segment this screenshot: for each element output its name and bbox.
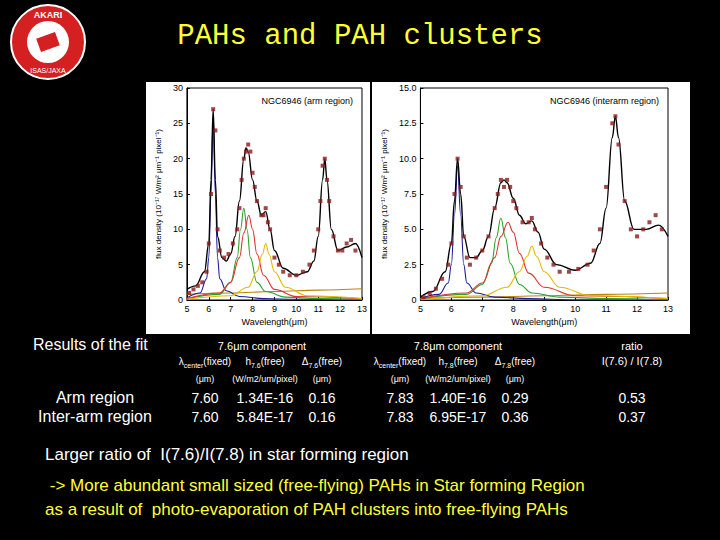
html-text:7.83: 7.83 [386, 409, 414, 425]
svg-text:10.0: 10.0 [399, 154, 417, 164]
svg-text:AKARI: AKARI [34, 10, 63, 20]
html-text:1.40E-16: 1.40E-16 [429, 390, 487, 406]
html-text:(μm): (μm) [195, 374, 215, 384]
html-text:(μm): (μm) [390, 374, 410, 384]
svg-text:9: 9 [272, 304, 277, 314]
svg-text:9: 9 [542, 304, 547, 314]
svg-text:5: 5 [184, 304, 189, 314]
svg-text:7: 7 [228, 304, 233, 314]
html-text:7.8μm component: 7.8μm component [413, 340, 503, 352]
svg-text:12.5: 12.5 [399, 118, 417, 128]
svg-text:11: 11 [601, 304, 610, 314]
html-text:λcenter(fixed): λcenter(fixed) [178, 356, 232, 369]
html-text:ratio: ratio [621, 340, 643, 352]
html-text:(W/m2/um/pixel): (W/m2/um/pixel) [232, 374, 298, 384]
svg-text:25: 25 [173, 118, 183, 128]
svg-text:NGC6946 (arm region): NGC6946 (arm region) [261, 96, 353, 106]
svg-text:13: 13 [357, 304, 367, 314]
html-text:Δ7.8(free): Δ7.8(free) [494, 356, 536, 369]
html-text:Results of the fit: Results of the fit [33, 336, 148, 353]
svg-text:0: 0 [411, 295, 416, 305]
svg-text:NGC6946 (interarm region): NGC6946 (interarm region) [550, 96, 659, 106]
svg-text:6: 6 [449, 304, 454, 314]
html-text:0.16: 0.16 [308, 409, 336, 425]
html-text:7.6μm component: 7.6μm component [217, 340, 307, 352]
html-text:(W/m2/um/pixel): (W/m2/um/pixel) [425, 374, 491, 384]
svg-text:7: 7 [480, 304, 485, 314]
html-text:Arm region: Arm region [55, 389, 135, 406]
html-text:-> More abundant small sized (: -> More abundant small sized (free-flyin… [45, 476, 585, 495]
html-text:PAHs and PAH clusters: PAHs and PAH clusters [177, 20, 543, 53]
html-text:6.95E-17: 6.95E-17 [429, 409, 487, 425]
svg-text:5.0: 5.0 [404, 224, 417, 234]
svg-text:13: 13 [663, 304, 673, 314]
html-text:0.29: 0.29 [501, 390, 529, 406]
svg-text:8: 8 [511, 304, 516, 314]
svg-text:8: 8 [250, 304, 255, 314]
svg-text:5: 5 [178, 260, 183, 270]
svg-text:10: 10 [291, 304, 301, 314]
html-text:Larger ratio of I(7.6)/I(7.8): Larger ratio of I(7.6)/I(7.8) in star fo… [45, 445, 409, 464]
html-text:(μm): (μm) [505, 374, 525, 384]
svg-text:12: 12 [335, 304, 345, 314]
html-text:5.84E-17: 5.84E-17 [236, 409, 294, 425]
html-text:Δ7.6(free): Δ7.6(free) [301, 356, 343, 369]
svg-text:12: 12 [632, 304, 642, 314]
svg-text:6: 6 [206, 304, 211, 314]
html-text:Inter-arm region: Inter-arm region [38, 408, 152, 425]
svg-text:5: 5 [418, 304, 423, 314]
svg-text:20: 20 [173, 154, 183, 164]
svg-text:15: 15 [173, 189, 183, 199]
html-text:h7.6(free): h7.6(free) [245, 356, 285, 369]
html-text:λcenter(fixed): λcenter(fixed) [373, 356, 427, 369]
html-text:0.53: 0.53 [618, 390, 646, 406]
svg-text:flux density (10⁻¹⁷ W/m² μm⁻¹: flux density (10⁻¹⁷ W/m² μm⁻¹ pixel⁻¹) [380, 129, 389, 259]
svg-text:15.0: 15.0 [399, 83, 417, 93]
html-text:7.60: 7.60 [191, 409, 219, 425]
html-text:1.34E-16: 1.34E-16 [236, 390, 294, 406]
html-text:I(7.6) / I(7.8): I(7.6) / I(7.8) [601, 355, 663, 367]
html-text:as a result of photo-evaporati: as a result of photo-evaporation of PAH … [45, 500, 568, 519]
html-text:7.60: 7.60 [191, 390, 219, 406]
html-text:(μm): (μm) [312, 374, 332, 384]
svg-text:Wavelength(μm): Wavelength(μm) [242, 317, 308, 327]
svg-text:7.5: 7.5 [404, 189, 417, 199]
html-text:0.37: 0.37 [618, 409, 646, 425]
svg-text:2.5: 2.5 [404, 260, 417, 270]
svg-text:10: 10 [173, 224, 183, 234]
html-text:7.83: 7.83 [386, 390, 414, 406]
html-text:0.36: 0.36 [501, 409, 529, 425]
html-text:0.16: 0.16 [308, 390, 336, 406]
svg-text:ISAS/JAXA: ISAS/JAXA [30, 67, 66, 74]
svg-text:11: 11 [314, 304, 323, 314]
html-text:h7.8(free): h7.8(free) [438, 356, 478, 369]
svg-text:Wavelength(μm): Wavelength(μm) [511, 317, 577, 327]
svg-text:flux density (10⁻¹⁷ W/m² μm⁻¹: flux density (10⁻¹⁷ W/m² μm⁻¹ pixel⁻¹) [154, 129, 163, 259]
svg-text:30: 30 [173, 83, 183, 93]
svg-text:10: 10 [570, 304, 580, 314]
svg-text:0: 0 [178, 295, 183, 305]
